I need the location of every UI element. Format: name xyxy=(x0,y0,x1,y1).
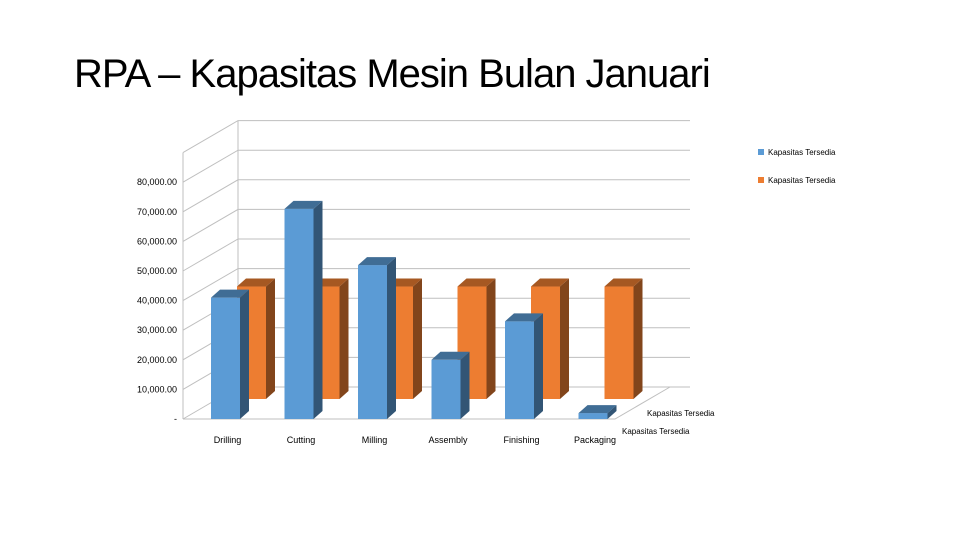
bar-series1-assembly xyxy=(431,351,470,419)
y-tick-label: 30,000.00 xyxy=(137,325,177,335)
bar-top xyxy=(284,200,323,209)
bar-side xyxy=(266,278,275,399)
bar-top xyxy=(211,289,249,298)
y-tick-label: 80,000.00 xyxy=(137,177,177,187)
bar-side xyxy=(560,278,569,399)
bar-top xyxy=(457,278,496,287)
x-category-label: Packaging xyxy=(574,435,616,445)
series-axis-labels: Kapasitas Tersedia Kapasitas Tersedia xyxy=(622,409,715,436)
bar-side xyxy=(413,278,422,399)
y-tick-label: 40,000.00 xyxy=(137,296,177,306)
x-category-label: Assembly xyxy=(428,435,468,445)
gridline xyxy=(182,149,690,183)
bar-series1-drilling xyxy=(211,289,249,419)
series-axis-label: Kapasitas Tersedia xyxy=(647,409,715,418)
x-category-label: Finishing xyxy=(503,435,539,445)
bar-top xyxy=(578,405,617,414)
y-tick-label: 50,000.00 xyxy=(137,266,177,276)
floor-edge xyxy=(183,386,671,420)
y-tick-label: 60,000.00 xyxy=(137,236,177,246)
x-axis-categories: Drilling Cutting Milling Assembly Finishing P… xyxy=(214,435,616,445)
bar-series1-packaging xyxy=(578,405,617,419)
bar-side xyxy=(387,257,396,419)
x-category-label: Cutting xyxy=(287,435,316,445)
y-axis-ticks: - 10,000.00 20,000.00 30,000.00 40,000.00 50,… xyxy=(137,177,177,424)
bar-series1-milling xyxy=(358,257,396,419)
bar-front xyxy=(505,321,534,419)
bar-front xyxy=(604,286,634,399)
y-tick-label: - xyxy=(174,414,177,424)
bar-side xyxy=(460,351,470,419)
gridline xyxy=(182,120,690,154)
bar-top xyxy=(237,278,275,287)
bar-series1-cutting xyxy=(284,200,323,419)
bar-front xyxy=(578,413,608,419)
bar-top xyxy=(431,351,470,360)
legend-swatch xyxy=(758,177,764,183)
bar-side xyxy=(633,278,643,399)
bar-front xyxy=(358,265,387,419)
gridline xyxy=(182,238,690,272)
y-tick-label: 10,000.00 xyxy=(137,384,177,394)
bar-series1-finishing xyxy=(505,313,543,419)
bar-top xyxy=(604,278,643,287)
bar-side xyxy=(339,278,349,399)
bar-front xyxy=(431,359,461,419)
bar-top xyxy=(531,278,569,287)
legend-label: Kapasitas Tersedia xyxy=(768,176,836,185)
gridline xyxy=(182,179,690,213)
x-category-label: Milling xyxy=(362,435,388,445)
gridline xyxy=(182,208,690,242)
slide-title: RPA – Kapasitas Mesin Bulan Januari xyxy=(74,52,711,96)
bar-front xyxy=(211,297,240,419)
legend: Kapasitas Tersedia Kapasitas Tersedia xyxy=(758,148,836,185)
bar-side xyxy=(486,278,496,399)
legend-label: Kapasitas Tersedia xyxy=(768,148,836,157)
x-category-label: Drilling xyxy=(214,435,242,445)
bar-side xyxy=(313,200,323,419)
bar-side xyxy=(534,313,543,419)
series-front-bars xyxy=(211,200,617,419)
bar-series2-packaging xyxy=(604,278,643,399)
legend-swatch xyxy=(758,149,764,155)
y-tick-label: 70,000.00 xyxy=(137,207,177,217)
bar-top xyxy=(358,257,396,266)
y-tick-label: 20,000.00 xyxy=(137,355,177,365)
bar-front xyxy=(284,208,314,419)
bar-side xyxy=(607,405,617,419)
bar-top xyxy=(505,313,543,322)
bar-side xyxy=(240,289,249,419)
series-axis-label: Kapasitas Tersedia xyxy=(622,427,690,436)
